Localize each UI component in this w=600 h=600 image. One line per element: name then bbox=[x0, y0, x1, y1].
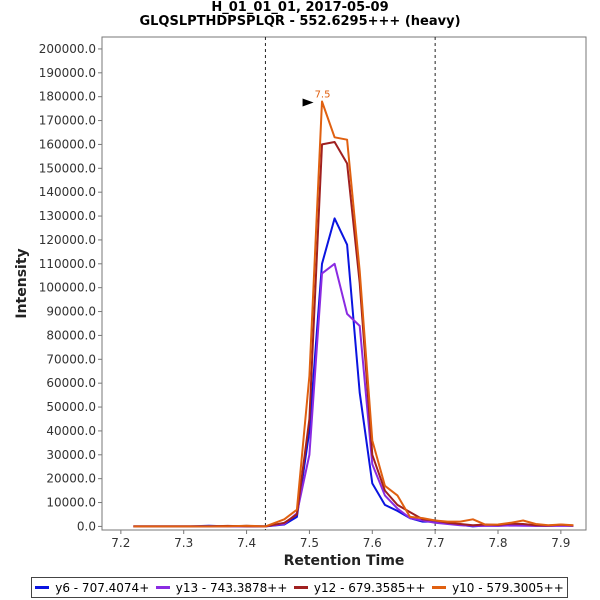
y-tick-label: 70000.0 bbox=[46, 352, 96, 366]
y-tick-label: 30000.0 bbox=[46, 448, 96, 462]
integration-boundaries bbox=[264, 37, 436, 530]
series-lines bbox=[133, 100, 574, 528]
y-axis-label: Intensity bbox=[14, 248, 30, 318]
x-tick-label: 7.7 bbox=[426, 536, 445, 550]
peak-marker: 7.5 bbox=[302, 89, 331, 107]
y-tick-label: 100000.0 bbox=[39, 281, 96, 295]
y-tick-label: 90000.0 bbox=[46, 305, 96, 319]
legend-item: y13 - 743.3878++ bbox=[155, 580, 288, 595]
y-tick-label: 120000.0 bbox=[39, 233, 96, 247]
y-tick-label: 50000.0 bbox=[46, 400, 96, 414]
x-tick-label: 7.4 bbox=[237, 536, 256, 550]
legend-item: y10 - 579.3005++ bbox=[432, 581, 564, 595]
legend-swatch bbox=[35, 586, 50, 589]
legend-label: y12 - 679.3585++ bbox=[313, 580, 426, 595]
chart-legend: y6 - 707.4074+ y13 - 743.3878++ y12 - 679.… bbox=[31, 577, 568, 598]
x-tick-label: 7.5 bbox=[300, 536, 319, 550]
y-tick-label: 150000.0 bbox=[39, 161, 96, 175]
y-tick-label: 200000.0 bbox=[39, 42, 96, 56]
chromatogram-chart: 0.0 10000.0 20000.0 30000.0 40000.0 50000.0 60… bbox=[14, 36, 587, 569]
y-tick-label: 0.0 bbox=[77, 519, 96, 533]
y-tick-label: 60000.0 bbox=[46, 376, 96, 390]
peak-arrow bbox=[302, 98, 314, 107]
y-tick-label: 20000.0 bbox=[46, 472, 96, 486]
y-tick-label: 10000.0 bbox=[46, 496, 96, 510]
legend-label: y10 - 579.3005++ bbox=[452, 580, 564, 595]
chart-subtitle: GLQSLPTHDPSPLQR - 552.6295+++ (heavy) bbox=[139, 14, 461, 29]
chart-title: H_01_01_01, 2017-05-09 bbox=[211, 0, 389, 15]
y-tick-label: 170000.0 bbox=[39, 114, 96, 128]
legend-item: y12 - 679.3585++ bbox=[293, 580, 426, 595]
x-tick-label: 7.8 bbox=[488, 536, 507, 550]
y-tick-label: 160000.0 bbox=[39, 137, 96, 151]
legend-item: y6 - 707.4074+ bbox=[35, 581, 149, 595]
legend-label: y6 - 707.4074+ bbox=[55, 580, 150, 595]
y-tick-label: 110000.0 bbox=[39, 257, 96, 271]
plot-area bbox=[101, 36, 587, 531]
y-tick-label: 130000.0 bbox=[39, 209, 96, 223]
x-axis: 7.2 7.3 7.4 7.5 7.6 7.7 7.8 7.9 bbox=[111, 530, 570, 550]
x-tick-label: 7.2 bbox=[111, 536, 130, 550]
legend-swatch bbox=[432, 586, 447, 589]
y-tick-label: 80000.0 bbox=[46, 328, 96, 342]
x-tick-label: 7.6 bbox=[363, 536, 382, 550]
y-axis: 0.0 10000.0 20000.0 30000.0 40000.0 50000.0 60… bbox=[39, 42, 102, 533]
series-line-4 bbox=[133, 100, 574, 528]
x-axis-label: Retention Time bbox=[284, 553, 405, 569]
legend-swatch bbox=[293, 586, 308, 589]
y-tick-label: 180000.0 bbox=[39, 90, 96, 104]
x-tick-label: 7.3 bbox=[174, 536, 193, 550]
y-tick-label: 190000.0 bbox=[39, 66, 96, 80]
y-tick-label: 140000.0 bbox=[39, 185, 96, 199]
peak-label: 7.5 bbox=[315, 89, 331, 100]
y-tick-label: 40000.0 bbox=[46, 424, 96, 438]
legend-label: y13 - 743.3878++ bbox=[175, 580, 288, 595]
x-tick-label: 7.9 bbox=[551, 536, 570, 550]
legend-swatch bbox=[155, 586, 170, 589]
